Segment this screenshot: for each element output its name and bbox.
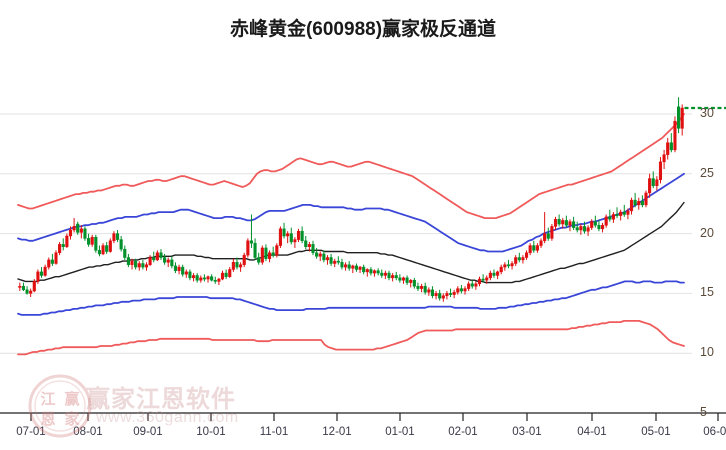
y-axis-tick-10: 10 [700, 345, 714, 360]
svg-text:家: 家 [64, 410, 79, 428]
gridlines [0, 113, 692, 354]
candlesticks [18, 97, 684, 302]
svg-text:江: 江 [40, 390, 55, 408]
x-axis-tick-06-01: 06-01 [703, 426, 726, 438]
x-axis-tick-05-01: 05-01 [641, 426, 671, 438]
x-axis-tick-08-01: 08-01 [73, 426, 103, 438]
y-axis-tick-30: 30 [700, 106, 714, 120]
x-axis-tick-01-01: 01-01 [385, 426, 415, 438]
page-title: 赤峰黄金(600988)赢家极反通道 [229, 19, 497, 40]
y-axis-tick-25: 25 [700, 165, 714, 180]
x-axis-tick-03-01: 03-01 [512, 426, 542, 438]
x-axis-tick-12-01: 12-01 [322, 426, 352, 438]
y-axis-tick-20: 20 [700, 225, 714, 240]
x-axis-tick-02-01: 02-01 [448, 426, 478, 438]
x-axis-tick-04-01: 04-01 [577, 426, 607, 438]
seal-logo-icon: 江 赢 恩 家 [28, 374, 92, 438]
watermark-brand: 赢家江恩软件 [86, 386, 236, 413]
svg-text:恩: 恩 [40, 411, 55, 428]
x-axis-tick-09-01: 09-01 [133, 426, 163, 438]
svg-text:赢: 赢 [64, 390, 79, 408]
watermark-url: www.360gann.com [96, 409, 239, 426]
x-axis-tick-10-01: 10-01 [196, 426, 226, 438]
x-axis-tick-11-01: 11-01 [259, 426, 289, 438]
x-axis-tick-07-01: 07-01 [16, 426, 46, 438]
y-axis-tick-15: 15 [700, 285, 714, 300]
y-axis-tick-5: 5 [700, 405, 707, 419]
axis-lines [0, 412, 726, 421]
